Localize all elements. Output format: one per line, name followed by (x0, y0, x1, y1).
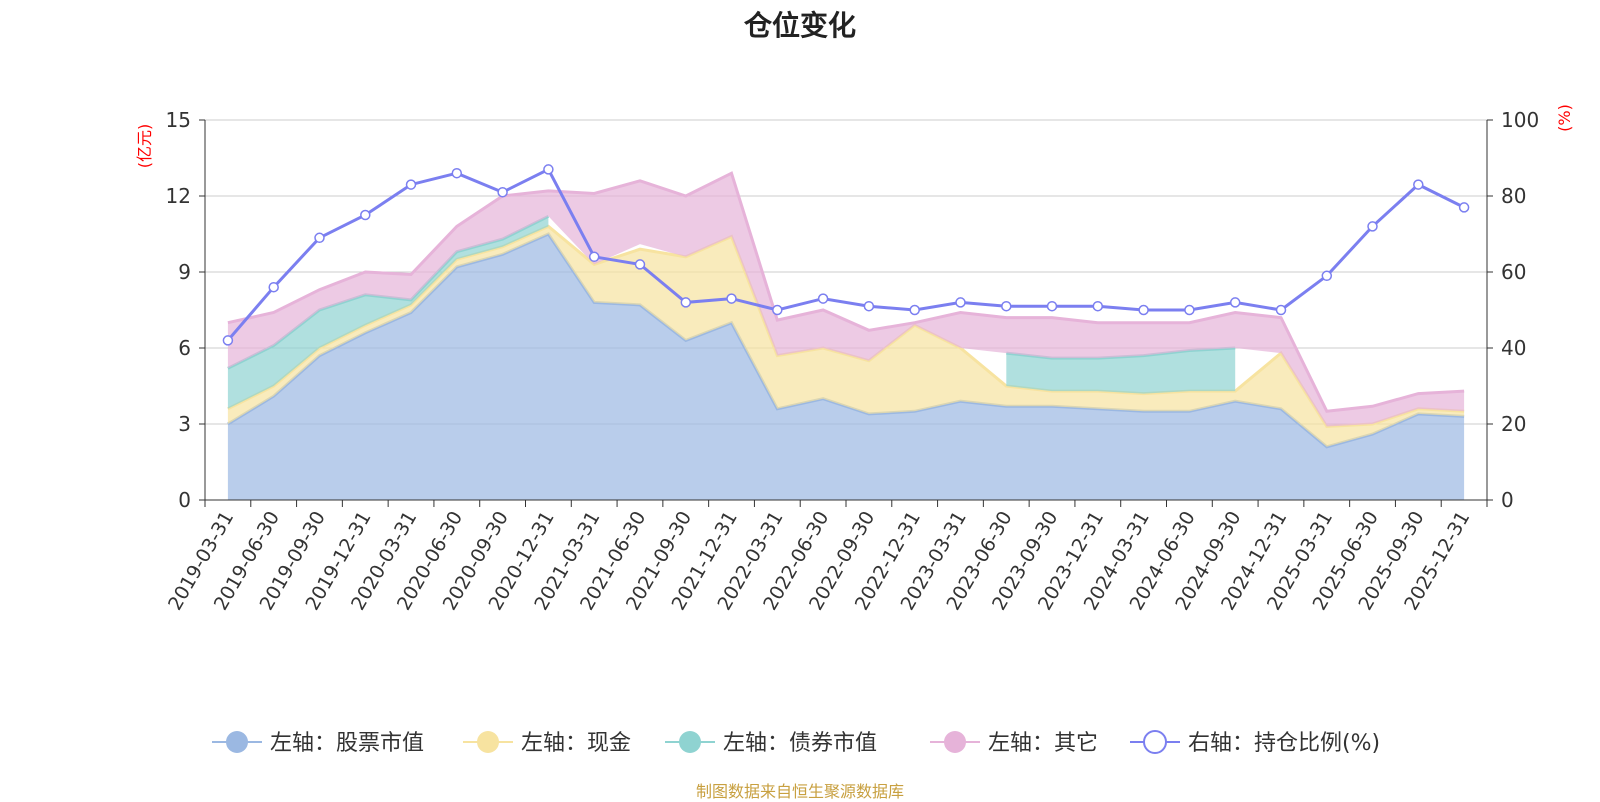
ratio-point (543, 164, 554, 175)
right-tick-label: 40 (1501, 336, 1526, 360)
ratio-point (680, 297, 692, 308)
ratio-point (1046, 300, 1058, 312)
ratio-point (1184, 304, 1195, 316)
legend-label: 右轴：持仓比例(%) (1188, 731, 1380, 756)
ratio-line-path (226, 167, 1465, 342)
ratio-point (1092, 300, 1104, 312)
legend-marker (1143, 730, 1167, 754)
ratio-point (405, 179, 417, 190)
legend-label: 左轴：债券市值 (723, 731, 877, 756)
ratio-point (497, 186, 508, 198)
right-tick-label: 100 (1501, 108, 1539, 132)
chart-title: 仓位变化 (743, 9, 856, 42)
ratio-line (222, 164, 1470, 346)
legend-marker (226, 731, 248, 753)
legend-label: 左轴：股票市值 (270, 731, 424, 756)
right-tick-label: 80 (1501, 184, 1526, 208)
area-edge (227, 171, 1465, 413)
right-tick-label: 20 (1501, 412, 1526, 436)
ratio-point (1413, 179, 1424, 190)
left-tick-label: 6 (178, 336, 191, 360)
ratio-point (772, 304, 783, 316)
ratio-point (314, 232, 325, 244)
source-note: 制图数据来自恒生聚源数据库 (695, 782, 904, 801)
left-tick-label: 9 (178, 260, 191, 284)
ratio-point (909, 304, 920, 316)
ratio-point (1275, 304, 1287, 316)
ratio-point (817, 293, 829, 304)
ratio-point (268, 281, 279, 293)
ratio-point (726, 293, 737, 304)
area-band (227, 226, 1465, 447)
ratio-point (451, 167, 463, 179)
ratio-point (634, 259, 646, 270)
legend-marker (477, 731, 499, 753)
legend: 左轴：股票市值 左轴：现金 左轴：债券市值 左轴：其它 右轴：持仓比例(%) (212, 730, 1380, 756)
ratio-point (1229, 297, 1241, 308)
legend-label: 左轴：其它 (988, 731, 1098, 756)
ratio-point (1367, 221, 1378, 232)
left-tick-label: 3 (178, 412, 191, 436)
ratio-point (1138, 304, 1149, 316)
ratio-point (863, 300, 875, 312)
area-band (227, 234, 1465, 500)
legend-marker (944, 731, 966, 753)
right-tick-label: 0 (1501, 488, 1514, 512)
ratio-point (222, 335, 234, 346)
ratio-point (360, 209, 371, 221)
right-tick-label: 60 (1501, 260, 1526, 284)
ratio-point (1321, 270, 1333, 282)
stacked-areas (227, 171, 1465, 500)
ratio-point (588, 251, 600, 263)
area-band (227, 216, 549, 409)
legend-label: 左轴：现金 (521, 731, 631, 756)
left-tick-label: 15 (166, 108, 191, 132)
left-tick-label: 0 (178, 488, 191, 512)
ratio-point (1458, 202, 1470, 213)
left-axis-unit: (亿元) (135, 124, 154, 169)
legend-marker (679, 731, 701, 753)
ratio-point (955, 297, 966, 308)
right-axis-unit: (%) (1555, 104, 1574, 132)
ratio-point (1001, 300, 1012, 312)
left-tick-label: 12 (166, 184, 191, 208)
